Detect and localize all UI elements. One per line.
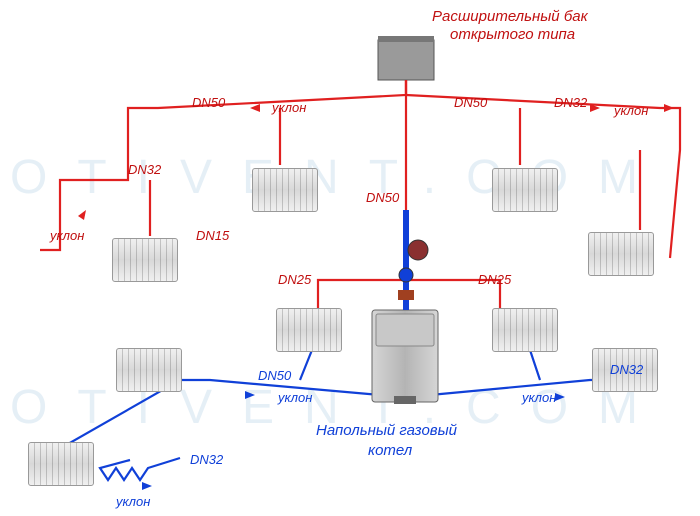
radiator <box>492 308 558 352</box>
diagram-label: DN50 <box>192 95 225 110</box>
radiator <box>28 442 94 486</box>
flow-arrow <box>78 210 86 220</box>
diagram-label: DN32 <box>610 362 643 377</box>
diagram-label: DN25 <box>278 272 311 287</box>
flow-arrow <box>142 482 152 490</box>
diagram-label: DN25 <box>478 272 511 287</box>
diagram-label: DN50 <box>454 95 487 110</box>
radiator <box>588 232 654 276</box>
diagram-label: уклон <box>116 494 150 509</box>
cold-pipe <box>530 350 540 380</box>
diagram-label: Расширительный бак <box>432 8 588 25</box>
pump-assembly <box>398 210 428 310</box>
floor-gas-boiler <box>372 310 438 404</box>
flow-arrow <box>555 393 565 401</box>
diagram-label: DN32 <box>190 452 223 467</box>
hot-pipe <box>318 280 406 308</box>
diagram-label: DN32 <box>554 95 587 110</box>
flow-arrow <box>245 391 255 399</box>
diagram-label: DN50 <box>258 368 291 383</box>
diagram-label: уклон <box>272 100 306 115</box>
radiator <box>492 168 558 212</box>
diagram-label: уклон <box>522 390 556 405</box>
radiator <box>112 238 178 282</box>
flow-arrow <box>664 104 674 112</box>
diagram-label: уклон <box>278 390 312 405</box>
expansion-tank <box>378 36 434 95</box>
cold-pipe <box>300 350 312 380</box>
diagram-label: Напольный газовый <box>316 422 457 439</box>
diagram-label: DN32 <box>128 162 161 177</box>
radiator <box>116 348 182 392</box>
diagram-label: уклон <box>614 103 648 118</box>
radiator <box>252 168 318 212</box>
flow-arrow <box>250 104 260 112</box>
diagram-label: уклон <box>50 228 84 243</box>
diagram-label: DN50 <box>366 190 399 205</box>
cold-pipe <box>100 458 180 480</box>
radiator <box>276 308 342 352</box>
diagram-label: котел <box>368 442 412 459</box>
diagram-label: DN15 <box>196 228 229 243</box>
diagram-label: открытого типа <box>450 26 575 43</box>
